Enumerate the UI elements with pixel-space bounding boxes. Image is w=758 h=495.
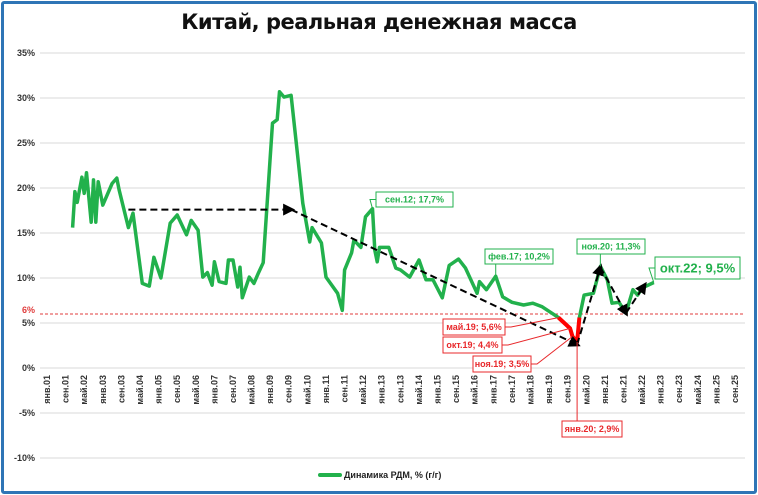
annotation-label: сен.12; 17,7% [385,195,444,205]
x-tick-label: янв.01 [42,375,52,404]
annotation-leader [648,267,655,283]
annotation-label: окт.19; 4,4% [446,340,498,350]
y-tick-label: 20% [17,183,35,193]
y-tick-label: 5% [22,318,35,328]
annotation-box [472,355,532,373]
x-tick-label: сен.23 [674,375,684,403]
threshold-label: 6% [22,305,35,315]
x-tick-label: сен.03 [116,375,126,403]
annotation-leader [502,327,571,346]
legend: Динамика РДМ, % (г/г) [318,470,441,480]
x-tick-label: сен.09 [284,375,294,403]
x-tick-label: янв.07 [209,375,219,404]
x-tick-label: май.06 [191,375,201,405]
x-tick-label: сен.25 [730,375,740,403]
x-tick-label: май.18 [525,375,535,405]
annotation-label: май.19; 5,6% [446,322,502,332]
legend-swatch [318,473,342,477]
x-tick-label: янв.11 [321,375,331,403]
x-tick-label: май.02 [79,375,89,405]
x-tick-label: сен.01 [61,375,71,403]
x-tick-label: май.12 [358,375,368,405]
x-tick-label: янв.23 [656,375,666,404]
x-tick-label: янв.15 [432,375,442,404]
annotation-box [442,318,506,336]
annotation-box [375,191,454,208]
x-tick-label: сен.19 [563,375,573,403]
annotation-box [484,248,554,265]
annotation-label: ноя.20; 11,3% [581,242,640,252]
annotation-leader [531,336,573,365]
annotation-label: фев.17; 10,2% [488,252,550,262]
x-tick-label: май.10 [302,375,312,405]
x-tick-label: янв.19 [544,375,554,404]
annotation-box [561,420,623,438]
x-tick-label: сен.07 [228,375,238,403]
annotation-box [442,336,503,354]
y-tick-label: 25% [17,138,35,148]
x-tick-label: янв.25 [711,375,721,404]
x-tick-label: сен.13 [395,375,405,403]
annotation-leader [505,317,559,328]
x-tick-label: сен.11 [340,375,350,402]
x-tick-label: май.16 [470,375,480,405]
y-tick-label: 15% [17,228,35,238]
annotation-leader [369,199,376,209]
x-tick-label: май.22 [637,375,647,405]
y-tick-label: 10% [17,273,35,283]
x-tick-label: янв.03 [98,375,108,404]
y-tick-label: -5% [19,408,35,418]
x-tick-label: сен.15 [451,375,461,403]
legend-label: Динамика РДМ, % (г/г) [344,470,442,480]
x-tick-label: янв.05 [154,375,164,404]
annotation-label: окт.22; 9,5% [660,261,736,276]
annotation-box [576,238,646,255]
x-tick-label: янв.17 [488,375,498,404]
annotation-box [654,256,741,280]
annotation-label: ноя.19; 3,5% [475,359,530,369]
x-tick-label: сен.05 [172,375,182,403]
y-tick-label: -10% [14,453,35,463]
x-tick-label: май.14 [414,375,424,405]
x-tick-label: май.04 [135,375,145,405]
chart-title: Китай, реальная денежная масса [181,10,577,34]
x-tick-label: май.24 [693,375,703,405]
x-tick-label: янв.09 [265,375,275,404]
x-tick-label: янв.21 [600,375,610,404]
y-tick-label: 35% [17,48,35,58]
x-tick-label: сен.21 [618,375,628,403]
trend-line [576,263,604,345]
trend-line [625,281,647,314]
x-tick-label: май.08 [247,375,257,405]
trend-line [290,208,581,347]
y-tick-label: 0% [22,363,35,373]
series-line [70,89,655,344]
trend-line [599,266,628,317]
x-tick-label: сен.17 [507,375,517,403]
x-tick-label: янв.13 [377,375,387,404]
annotation-label: янв.20; 2,9% [565,424,620,434]
x-tick-label: май.20 [581,375,591,405]
y-tick-label: 30% [17,93,35,103]
